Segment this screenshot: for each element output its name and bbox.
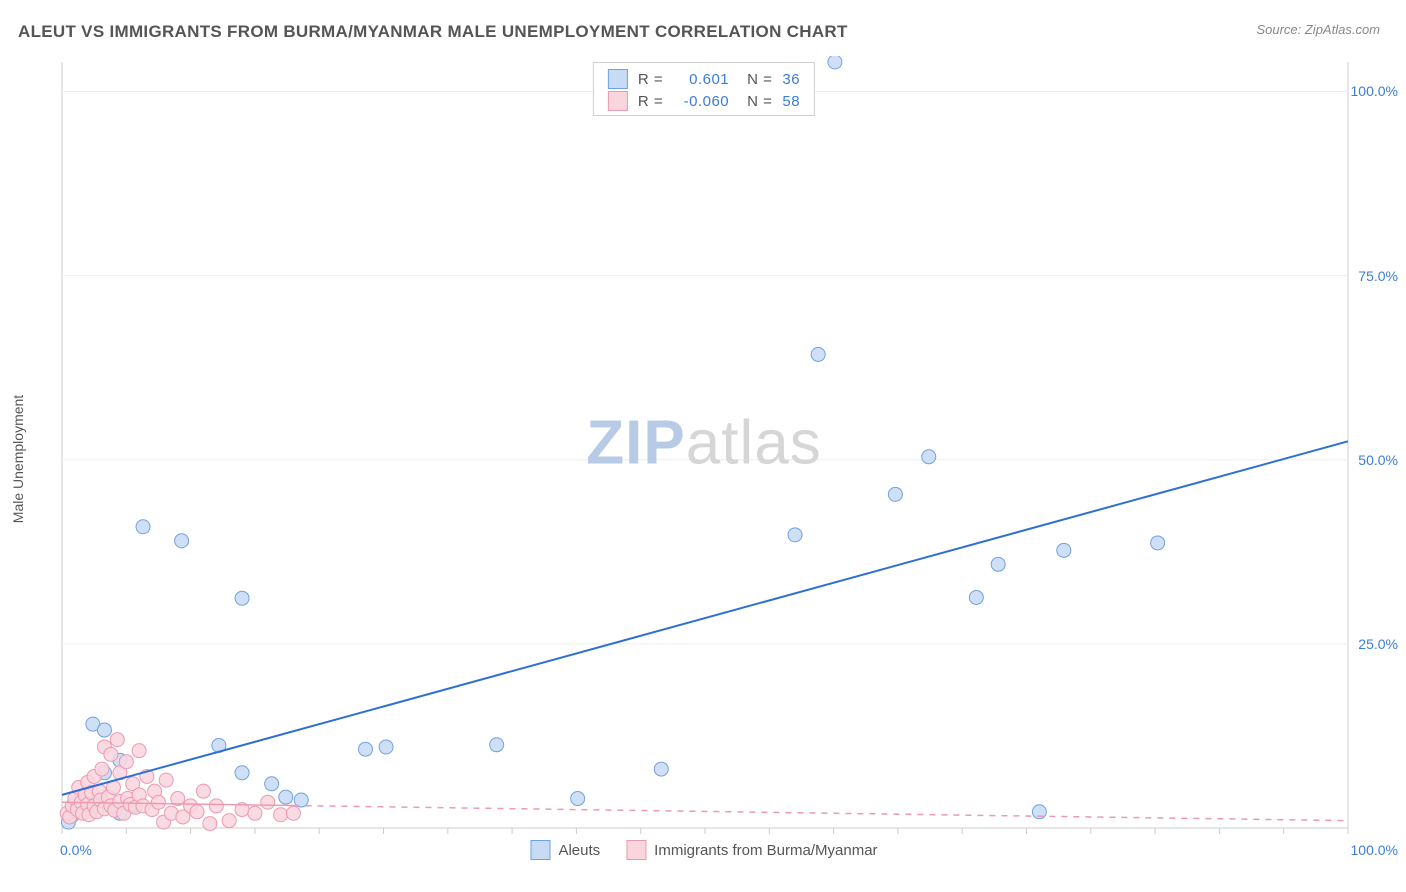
legend-swatch-burma <box>626 840 646 860</box>
n-value-burma: 58 <box>782 93 800 110</box>
n-label-aleuts: N = <box>747 71 772 88</box>
legend-label-burma: Immigrants from Burma/Myanmar <box>654 842 877 859</box>
r-value-burma: -0.060 <box>673 93 729 110</box>
y-axis-label: Male Unemployment <box>10 395 26 523</box>
chart-title: ALEUT VS IMMIGRANTS FROM BURMA/MYANMAR M… <box>18 22 848 42</box>
r-label-aleuts: R = <box>638 71 663 88</box>
swatch-burma <box>608 91 628 111</box>
chart-container: Male Unemployment ZIPatlas R = 0.601 N =… <box>44 56 1364 862</box>
r-value-aleuts: 0.601 <box>673 71 729 88</box>
correlation-row-aleuts: R = 0.601 N = 36 <box>608 69 800 89</box>
legend-label-aleuts: Aleuts <box>558 842 600 859</box>
scatter-chart <box>44 56 1364 862</box>
axis-tick-label: 50.0% <box>1358 452 1398 468</box>
legend-swatch-aleuts <box>530 840 550 860</box>
correlation-legend: R = 0.601 N = 36 R = -0.060 N = 58 <box>593 62 815 116</box>
axis-tick-label: 75.0% <box>1358 268 1398 284</box>
axis-tick-label: 0.0% <box>60 842 92 858</box>
legend-item-aleuts: Aleuts <box>530 840 600 860</box>
axis-tick-label: 25.0% <box>1358 636 1398 652</box>
n-value-aleuts: 36 <box>782 71 800 88</box>
n-label-burma: N = <box>747 93 772 110</box>
source-attribution: Source: ZipAtlas.com <box>1256 22 1380 37</box>
series-legend: Aleuts Immigrants from Burma/Myanmar <box>530 840 877 860</box>
correlation-row-burma: R = -0.060 N = 58 <box>608 91 800 111</box>
legend-item-burma: Immigrants from Burma/Myanmar <box>626 840 877 860</box>
axis-tick-label: 100.0% <box>1351 83 1398 99</box>
swatch-aleuts <box>608 69 628 89</box>
r-label-burma: R = <box>638 93 663 110</box>
axis-tick-label: 100.0% <box>1351 842 1398 858</box>
